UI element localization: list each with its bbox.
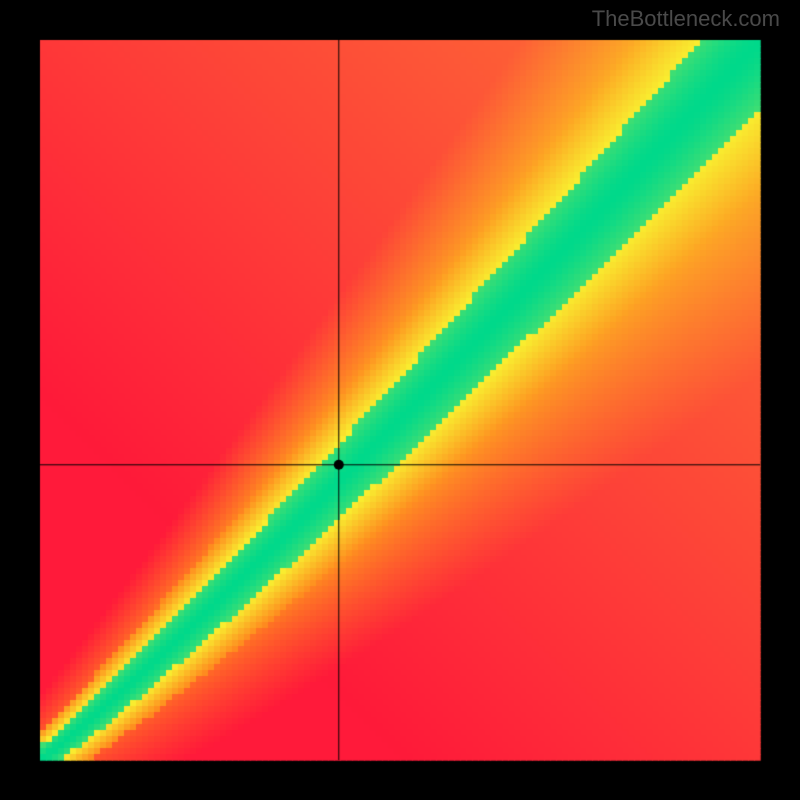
chart-container: TheBottleneck.com [0,0,800,800]
heatmap-canvas [0,0,800,800]
watermark-text: TheBottleneck.com [592,6,780,32]
